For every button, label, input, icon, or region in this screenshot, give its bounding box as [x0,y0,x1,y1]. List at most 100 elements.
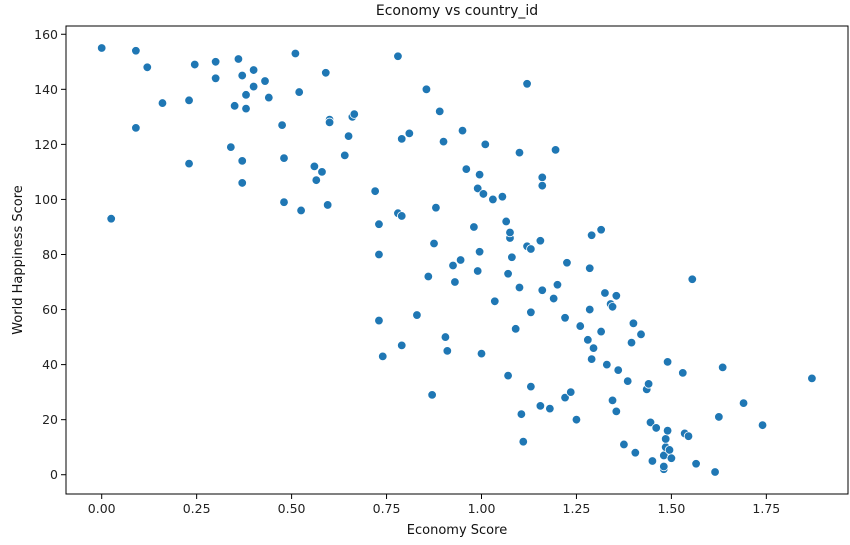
data-point [490,296,500,306]
data-point [647,456,658,466]
data-point [516,409,527,419]
data-point [142,62,152,72]
data-point [157,98,168,108]
data-point [643,379,654,389]
data-point [510,324,521,334]
x-tick-label: 0.00 [88,501,116,516]
data-point [600,288,610,298]
data-point [738,398,749,408]
data-point [397,134,407,144]
data-point [423,271,434,282]
data-point [404,128,415,139]
data-point [710,467,720,477]
data-point [550,145,561,155]
data-point [440,332,451,342]
data-point [241,90,251,100]
data-point [514,147,525,158]
data-point [562,258,572,268]
data-point [645,417,656,428]
data-point [497,191,508,202]
data-point [611,406,622,417]
data-point [611,291,622,301]
data-point [501,216,511,227]
data-point [623,376,633,386]
x-tick-label: 1.00 [468,501,496,516]
data-point [666,453,677,463]
data-point [535,401,546,411]
data-point [476,348,487,359]
data-point [507,252,517,262]
data-point [596,225,606,235]
data-point [461,164,472,174]
data-point [586,354,597,364]
data-point [714,412,724,422]
data-point [322,200,333,210]
data-point [585,263,595,273]
y-tick-label: 40 [42,357,58,372]
data-point [552,280,563,290]
data-point [190,59,200,70]
data-point [583,335,593,345]
data-point [429,238,439,249]
data-point [438,136,449,147]
y-tick-label: 80 [42,247,58,262]
data-point [343,131,354,141]
data-point [210,73,221,84]
data-point [518,436,528,447]
data-point [296,205,306,216]
data-point [294,87,304,97]
data-point [545,403,555,414]
data-point [613,365,623,375]
data-point [807,373,817,384]
data-point [435,106,445,117]
data-point [474,169,485,180]
x-tick-label: 1.25 [563,501,591,516]
data-point [340,150,350,161]
data-point [321,68,331,78]
data-point [457,125,468,136]
y-axis-title: World Happiness Score [11,185,26,335]
data-point [535,236,546,246]
data-point [378,351,388,362]
data-point [184,158,194,169]
y-axis: 0 20 40 60 80 100 120 140 160 [34,27,66,482]
data-point [290,48,301,59]
data-point [131,46,141,56]
data-point [488,194,498,205]
data-point [412,310,422,320]
data-point [602,359,612,370]
data-point [397,211,407,221]
data-point [472,266,483,276]
data-point [757,420,768,430]
data-point [241,103,251,114]
data-point [662,357,673,367]
data-point [607,302,618,312]
data-point [537,180,547,191]
data-point [571,414,582,425]
data-point [472,183,483,194]
data-point [264,92,274,103]
data-point [522,79,532,89]
data-point [626,337,637,348]
data-point [237,156,247,166]
data-point [575,321,585,331]
data-point [237,70,247,81]
x-tick-label: 0.75 [373,501,401,516]
x-axis: 0.00 0.25 0.50 0.75 1.00 1.25 1.50 1.75 [88,494,780,516]
data-point [588,343,599,353]
data-point [560,313,570,323]
data-point [237,178,247,188]
data-point [442,346,453,356]
data-point [480,139,490,150]
data-point [526,381,536,392]
data-point [229,101,240,111]
data-point [97,43,107,53]
data-point [628,318,639,329]
data-point [662,425,673,436]
data-point [374,249,384,260]
data-point [469,222,479,232]
chart-title: Economy vs country_id [376,3,538,19]
y-tick-label: 100 [34,192,58,207]
data-point [421,84,432,95]
data-point [450,277,460,287]
